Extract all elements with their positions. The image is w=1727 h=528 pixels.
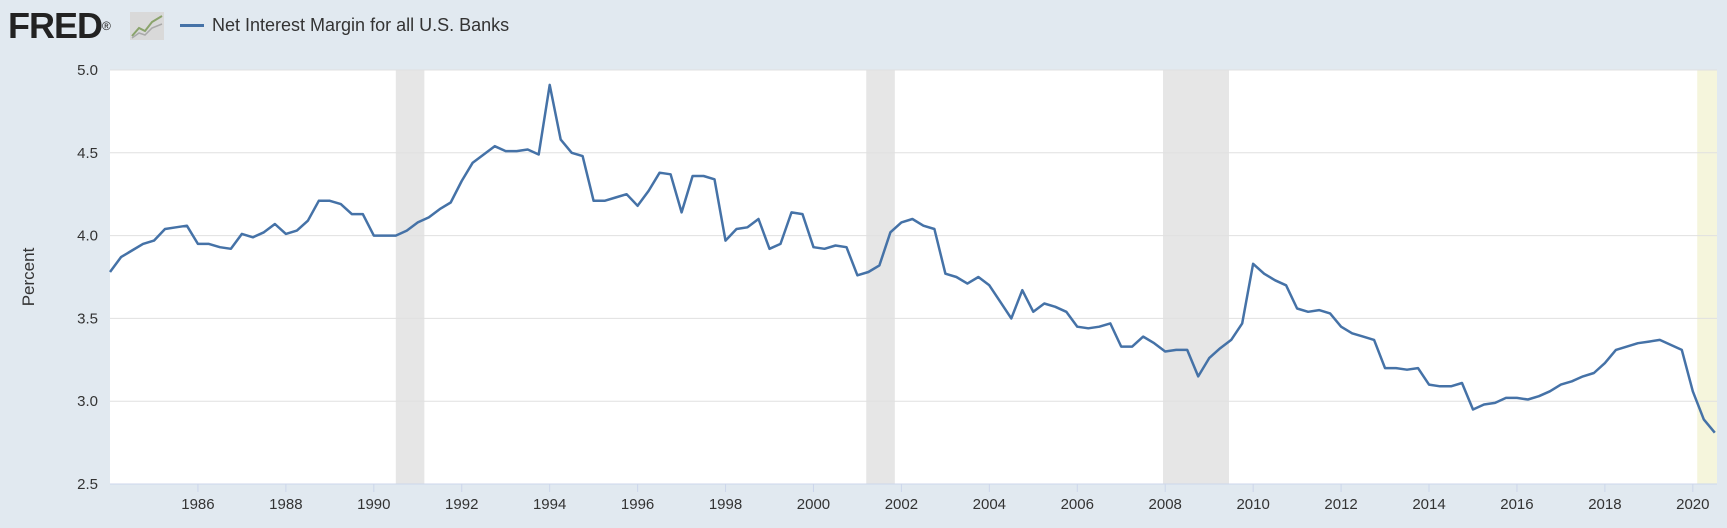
plot-area [110,70,1717,484]
x-tick-label: 2004 [973,496,1006,513]
x-tick-label: 2020 [1676,496,1709,513]
line-graph-icon [130,12,164,40]
recession-band [866,70,895,484]
x-tick-label: 2010 [1236,496,1269,513]
y-axis: 2.5 3.0 3.5 4.0 4.5 5.0 [77,62,98,493]
y-axis-label: Percent [19,247,38,306]
x-tick-label: 1996 [621,496,654,513]
x-tick-label: 1986 [181,496,214,513]
x-tick-label: 2002 [885,496,918,513]
y-tick-label: 2.5 [77,476,98,493]
x-tick-label: 2000 [797,496,830,513]
x-tick-label: 2018 [1588,496,1621,513]
y-tick-label: 5.0 [77,62,98,79]
logo-registered-mark: ® [102,19,111,33]
x-axis: 1986 1988 1990 1992 1994 1996 1998 2000 2002 2004… [110,483,1717,513]
header: FRED® Net Interest Margin for all U.S. B… [0,0,1727,50]
x-tick-label: 2016 [1500,496,1533,513]
y-tick-label: 3.0 [77,393,98,410]
y-tick-label: 3.5 [77,310,98,327]
x-tick-label: 1994 [533,496,566,513]
legend-series-swatch [180,23,204,27]
logo-wordmark: FRED [8,5,103,46]
series-layer [108,83,1716,434]
x-tick-label: 2008 [1149,496,1182,513]
x-tick-label: 2012 [1324,496,1357,513]
x-tick-label: 2014 [1412,496,1445,513]
series-line[interactable] [108,83,1716,434]
x-tick-label: 2006 [1061,496,1094,513]
recession-bands [395,70,1717,484]
recession-band [395,70,425,484]
y-tick-label: 4.0 [77,228,98,245]
legend[interactable]: Net Interest Margin for all U.S. Banks [180,12,509,38]
y-tick-label: 4.5 [77,145,98,162]
x-tick-label: 1992 [445,496,478,513]
projection-band [1697,70,1717,484]
x-tick-label: 1988 [269,496,302,513]
x-tick-label: 1998 [709,496,742,513]
x-tick-label: 1990 [357,496,390,513]
legend-series-label: Net Interest Margin for all U.S. Banks [212,14,510,35]
fred-logo[interactable]: FRED® [8,4,111,48]
recession-band [1163,70,1229,484]
